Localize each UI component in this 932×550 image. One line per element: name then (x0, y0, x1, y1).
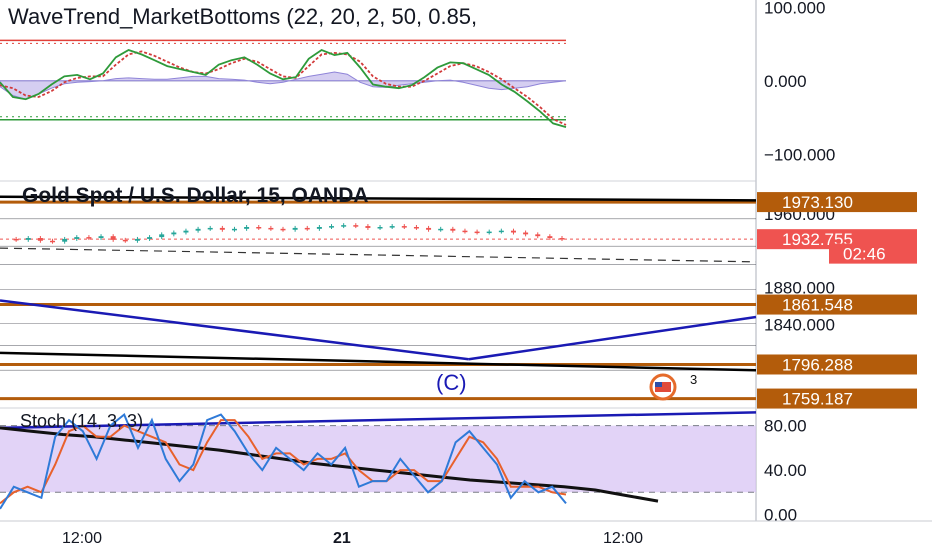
price-tag: 1973.130 (782, 193, 853, 212)
stochastic-axis-label: 80.00 (764, 417, 807, 436)
price-candle (304, 227, 310, 230)
price-tag-bg (757, 354, 917, 375)
price-candle (365, 226, 371, 228)
price-tag: 1759.187 (782, 390, 853, 409)
price-candle (292, 227, 298, 230)
wavetrend-axis-label: 0.000 (764, 72, 807, 91)
wavetrend-title: WaveTrend_MarketBottoms (22, 20, 2, 50, … (8, 4, 477, 29)
price-candle (450, 228, 456, 231)
price-candle (74, 237, 80, 239)
price-candle (110, 236, 116, 240)
price-candle (159, 234, 165, 238)
price-candle (280, 228, 286, 231)
price-candle (13, 238, 19, 241)
wavetrend-histogram (0, 71, 567, 100)
price-candle (50, 240, 56, 243)
price-candle (171, 232, 177, 235)
price-candle (183, 230, 189, 233)
price-candle (122, 239, 128, 242)
trendline (0, 351, 757, 372)
price-tag-bg (757, 192, 917, 213)
gold-title: Gold Spot / U.S. Dollar, 15, OANDA (22, 184, 369, 207)
price-tag: 1796.288 (782, 355, 853, 374)
stochastic-average-line (0, 426, 659, 503)
price-candle (353, 225, 359, 227)
price-scale[interactable]: 100.0000.000−100.0001960.0001880.0001840… (757, 0, 917, 524)
wavetrend-axis-label: 100.000 (764, 0, 825, 17)
price-candle (86, 237, 92, 239)
time-label: 12:00 (62, 530, 102, 547)
price-candle (25, 238, 31, 240)
price-candle (523, 232, 529, 235)
price-candle (377, 227, 383, 229)
trendline (0, 195, 757, 202)
price-candle (134, 238, 140, 241)
stochastic-axis-label: 0.00 (764, 505, 797, 524)
trendline (0, 299, 469, 361)
price-candle (462, 230, 468, 233)
price-candle (426, 227, 432, 230)
time-label: 12:00 (603, 530, 643, 547)
price-candle (207, 227, 213, 230)
price-candle (438, 228, 444, 231)
price-candle (559, 238, 565, 240)
countdown-tag-bg (829, 243, 917, 264)
countdown-tag: 02:46 (843, 245, 886, 264)
wavetrend-axis-label: −100.000 (764, 145, 835, 164)
price-candle (219, 227, 225, 230)
price-candle (147, 237, 153, 239)
gold-axis-label: 1840.000 (764, 315, 835, 334)
price-candle (37, 238, 43, 241)
price-candle (329, 226, 335, 228)
time-axis[interactable]: 12:00 21 12:00 (62, 530, 643, 547)
wavetrend-main-line (0, 48, 567, 128)
price-candle (62, 238, 68, 242)
price-candle (547, 236, 553, 239)
stochastic-axis-label: 40.00 (764, 461, 807, 480)
price-candle (256, 227, 262, 229)
price-candle (401, 226, 407, 228)
stochastic-title: Stoch (14, 3, 3) (20, 411, 143, 431)
wavetrend-pane[interactable] (0, 39, 567, 128)
trendline (468, 315, 757, 361)
price-candle (389, 226, 395, 228)
price-candle (195, 228, 201, 231)
price-tag-bg (757, 388, 917, 409)
flag-icon-stripes (655, 382, 671, 392)
price-candle (98, 236, 104, 239)
price-candle (268, 227, 274, 230)
price-candle (341, 225, 347, 227)
price-candle (535, 234, 541, 237)
price-candle (231, 228, 237, 231)
gold-axis-label: 1880.000 (764, 279, 835, 298)
stochastic-k-line (0, 412, 567, 510)
stochastic-pane[interactable] (0, 411, 757, 510)
gold-price-pane[interactable] (0, 195, 757, 401)
flag-icon-canton (655, 382, 662, 387)
flag-badge-count: 3 (690, 372, 697, 387)
price-candle (474, 231, 480, 234)
price-candle (510, 230, 516, 233)
price-tag-bg (757, 294, 917, 315)
wave-c-label: (C) (436, 370, 467, 395)
price-candle (498, 230, 504, 233)
time-label: 21 (333, 530, 351, 547)
price-candle (413, 227, 419, 229)
price-candle (244, 227, 250, 229)
dashed-trendline (0, 247, 757, 263)
price-tag: 1861.548 (782, 296, 853, 315)
price-candle (316, 227, 322, 229)
price-candle (486, 231, 492, 234)
flag-badge[interactable]: 3 (649, 372, 697, 401)
